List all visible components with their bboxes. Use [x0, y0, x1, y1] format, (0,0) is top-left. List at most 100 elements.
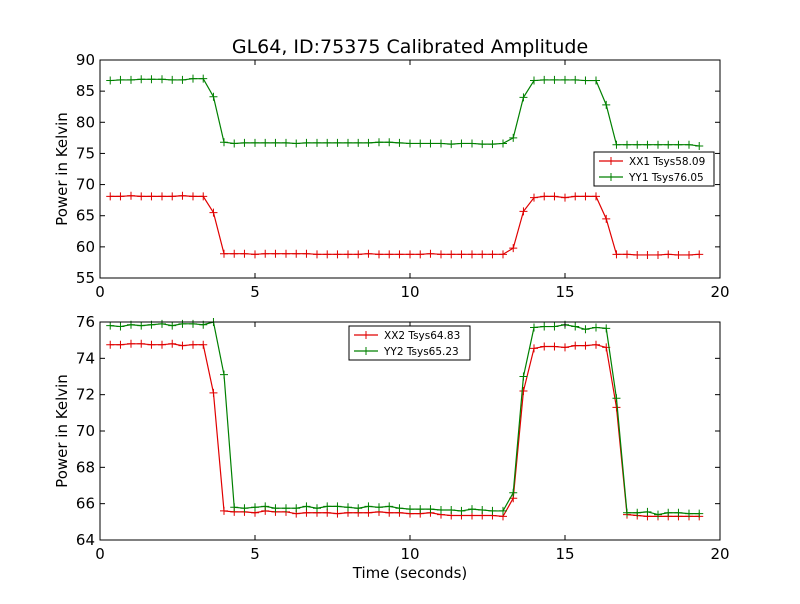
data-point: [364, 138, 373, 147]
legend-marker: [607, 173, 615, 181]
data-point: [178, 191, 187, 200]
data-point: [209, 388, 218, 397]
series-line: [110, 321, 700, 516]
data-point: [240, 138, 249, 147]
data-point: [447, 250, 456, 259]
data-point: [674, 140, 683, 149]
data-point: [333, 502, 342, 511]
data-point: [230, 249, 239, 258]
x-tick-label: 0: [95, 283, 105, 301]
data-point: [612, 140, 621, 149]
data-point: [220, 249, 228, 258]
data-point: [302, 502, 311, 511]
data-point: [116, 322, 125, 331]
data-point: [550, 322, 559, 331]
data-point: [643, 250, 652, 259]
data-point: [457, 139, 466, 148]
legend: XX2 Tsys64.83 YY2 Tsys65.23: [348, 325, 471, 361]
y-axis-label: Power in Kelvin: [53, 374, 71, 488]
data-point: [623, 250, 631, 259]
data-point: [375, 503, 383, 512]
legend-marker: [607, 157, 615, 165]
legend-label: YY2 Tsys65.23: [383, 346, 459, 358]
data-point: [633, 140, 642, 149]
data-point: [344, 250, 352, 259]
data-point: [302, 249, 311, 258]
top-panel: 0 5 10 15 20 55 60 65 70 75 80 85 90 Power in Kelvin X…: [53, 51, 730, 301]
data-point: [147, 75, 156, 84]
x-tick-label: 10: [400, 545, 419, 563]
data-point: [168, 339, 177, 348]
data-point: [323, 502, 332, 511]
data-point: [612, 394, 621, 403]
y-tick-label: 66: [76, 495, 95, 513]
data-point: [137, 75, 146, 84]
data-point: [612, 250, 621, 259]
data-point: [147, 340, 156, 349]
data-point: [602, 100, 611, 109]
data-point: [116, 340, 125, 349]
data-point: [664, 508, 673, 517]
data-point: [602, 324, 611, 333]
y-tick-label: 64: [76, 531, 95, 549]
data-point: [499, 139, 507, 148]
data-point: [447, 140, 456, 149]
data-point: [695, 250, 704, 259]
data-point: [251, 503, 259, 512]
data-point: [685, 140, 693, 149]
data-point: [550, 192, 559, 201]
data-point: [354, 138, 363, 147]
data-point: [189, 192, 197, 201]
legend-box: [593, 151, 715, 187]
x-tick-label: 0: [95, 545, 105, 563]
data-point: [178, 75, 187, 84]
data-point: [561, 75, 569, 84]
data-point: [385, 250, 394, 259]
data-point: [509, 488, 518, 497]
y-tick-label: 70: [76, 422, 95, 440]
data-point: [437, 506, 445, 515]
data-point: [209, 92, 218, 101]
x-tick-label: 5: [250, 545, 260, 563]
data-point: [375, 250, 383, 259]
legend-label: XX2 Tsys64.83: [384, 330, 460, 342]
data-point: [261, 502, 270, 511]
x-tick-label: 15: [555, 545, 574, 563]
data-point: [158, 340, 166, 349]
data-point: [116, 192, 125, 201]
data-point: [385, 502, 394, 511]
data-point: [561, 193, 569, 202]
data-point: [406, 139, 414, 148]
data-point: [592, 192, 600, 201]
data-point: [333, 250, 342, 259]
data-point: [592, 340, 600, 349]
data-point: [643, 507, 652, 516]
data-point: [654, 140, 662, 149]
x-tick-label: 5: [250, 283, 260, 301]
data-point: [488, 250, 497, 259]
data-point: [302, 138, 311, 147]
data-point: [581, 325, 590, 334]
chart-title: GL64, ID:75375 Calibrated Amplitude: [232, 36, 588, 58]
data-point: [199, 340, 208, 349]
data-point: [488, 140, 497, 149]
data-point: [581, 76, 590, 85]
data-point: [468, 505, 476, 514]
data-point: [478, 140, 487, 149]
data-point: [457, 506, 466, 515]
data-point: [654, 250, 662, 259]
data-point: [457, 250, 466, 259]
data-point: [271, 504, 280, 513]
data-point: [127, 191, 135, 200]
data-point: [137, 321, 146, 330]
data-point: [406, 505, 414, 514]
series-1: [106, 339, 704, 521]
data-point: [488, 506, 497, 515]
data-point: [240, 504, 249, 513]
data-point: [509, 133, 518, 142]
data-point: [519, 387, 528, 396]
data-point: [282, 138, 290, 147]
data-point: [127, 75, 135, 84]
data-point: [147, 192, 156, 201]
